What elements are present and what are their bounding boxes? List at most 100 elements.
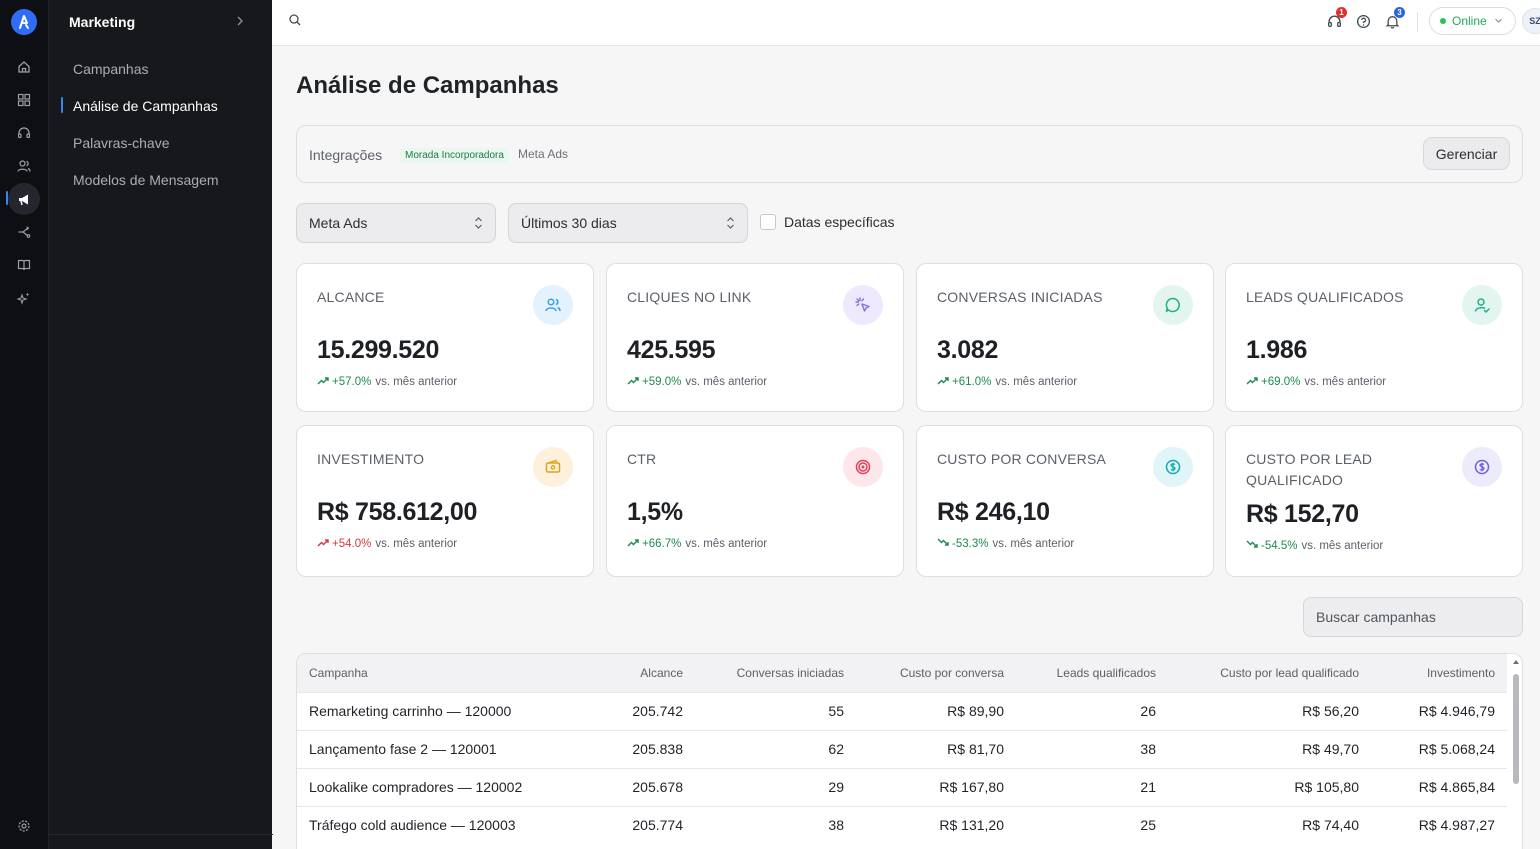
col-custo-por-conversa[interactable]: Custo por conversa [899,665,1004,680]
table-cell: 205.678 [547,767,695,806]
period-select-value: Últimos 30 dias [521,215,617,231]
chevron-down-icon [1494,14,1503,28]
users-icon[interactable] [14,156,34,176]
integrations-label: Integrações [309,147,383,163]
home-icon[interactable] [14,57,34,77]
headset-icon[interactable] [14,123,34,143]
table-cell: R$ 4.946,79 [1371,691,1507,730]
kpi-value: 15.299.520 [317,336,440,364]
specific-dates-checkbox[interactable] [760,214,776,230]
settings-icon[interactable] [14,816,34,836]
integrations-bar: Integrações Morada Incorporadora Meta Ad… [296,125,1523,183]
sidebar-item-palavras-chave[interactable]: Palavras-chave [73,135,170,151]
select-arrows-icon [726,216,735,233]
campaign-search-input[interactable]: Buscar campanhas [1303,597,1523,637]
kpi-card-ctr: CTR 1,5% +66.7% vs. mês anterior [606,425,904,577]
support-headset-icon[interactable]: 1 [1325,7,1347,30]
col-conversas-iniciadas[interactable]: Conversas iniciadas [736,665,844,680]
sidebar-item-analise-de-campanhas[interactable]: Análise de Campanhas [73,98,218,114]
table-cell: 26 [1016,691,1168,730]
status-dot-icon [1440,18,1446,24]
table-scrollbar[interactable] [1512,658,1520,849]
table-row[interactable]: Tráfego cold audience — 120003 205.774 38 R… [297,805,1507,844]
kpi-trend: +59.0% vs. mês anterior [627,376,767,388]
sidebar-item-modelos-de-mensagem[interactable]: Modelos de Mensagem [73,172,219,188]
kpi-comparison-label: vs. mês anterior [992,538,1075,550]
top-bar: 1 3 Online SZ [272,0,1540,46]
source-select[interactable]: Meta Ads [296,203,496,243]
table-row[interactable]: Lançamento fase 2 — 120001 205.838 62 R$ 81… [297,729,1507,768]
table-header-row: Campanha Alcance Conversas iniciadas Cus… [297,654,1507,692]
table-row[interactable]: Remarketing carrinho — 120000 205.742 55 R$… [297,691,1507,730]
flow-icon[interactable] [14,222,34,242]
integration-platform-label: Meta Ads [518,147,569,161]
kpi-change: +61.0% [952,376,992,388]
kpi-card-alcance: ALCANCE 15.299.520 +57.0% vs. mês anteri… [296,263,594,412]
period-select[interactable]: Últimos 30 dias [508,203,748,243]
search-icon[interactable] [288,13,302,32]
kpi-trend: -53.3% vs. mês anterior [937,538,1074,550]
rail-active-bar [6,191,8,205]
kpi-trend: +54.0% vs. mês anterior [317,538,457,550]
active-item-marker [61,97,63,113]
chevron-right-icon[interactable] [235,14,245,33]
table-cell: R$ 167,80 [856,767,1016,806]
kpi-title: ALCANCE [317,289,385,305]
users-icon [533,285,573,325]
kpi-card-cliques-no-link: CLIQUES NO LINK 425.595 +59.0% vs. mês a… [606,263,904,412]
table-cell: R$ 131,20 [856,805,1016,844]
help-icon[interactable] [1354,12,1372,30]
kpi-value: 1.986 [1246,336,1308,364]
table-cell: R$ 81,70 [856,729,1016,768]
sparkles-icon[interactable] [14,288,34,308]
icon-rail [0,0,48,849]
kpi-card-investimento: INVESTIMENTO R$ 758.612,00 +54.0% vs. mê… [296,425,594,577]
kpi-title: CTR [627,451,657,467]
col-leads-qualificados[interactable]: Leads qualificados [1056,665,1156,680]
kpi-title: CLIQUES NO LINK [627,289,752,305]
trend-up-icon [317,376,329,388]
manage-button[interactable]: Gerenciar [1423,137,1510,170]
table-cell: 29 [695,767,856,806]
table-row[interactable]: Lookalike compradores — 120002 205.678 29 R… [297,767,1507,806]
table-cell: Remarketing carrinho — 120000 [297,691,547,730]
kpi-comparison-label: vs. mês anterior [1301,540,1384,552]
bell-icon[interactable]: 3 [1383,7,1405,30]
book-icon[interactable] [14,255,34,275]
megaphone-icon[interactable] [14,189,34,209]
kpi-title: CONVERSAS INICIADAS [937,289,1103,305]
kpi-trend: +66.7% vs. mês anterior [627,538,767,550]
main-content: Análise de Campanhas Integrações Morada … [272,46,1540,849]
kpi-value: R$ 758.612,00 [317,498,478,526]
status-dropdown[interactable]: Online [1429,7,1516,35]
kpi-trend: +61.0% vs. mês anterior [937,376,1077,388]
kpi-trend: -54.5% vs. mês anterior [1246,540,1383,552]
user-avatar[interactable]: SZ [1522,8,1540,34]
kpi-change: +57.0% [332,376,372,388]
sidebar-item-campanhas[interactable]: Campanhas [73,61,149,77]
kpi-change: +59.0% [642,376,682,388]
app-logo-icon[interactable] [11,9,37,35]
dashboard-icon[interactable] [14,90,34,110]
section-sidebar: Marketing Campanhas Análise de Campanhas… [48,0,273,849]
select-arrows-icon [474,216,483,233]
specific-dates-label[interactable]: Datas específicas [784,214,895,230]
kpi-comparison-label: vs. mês anterior [375,376,458,388]
table-cell: R$ 105,80 [1168,767,1371,806]
table-cell: R$ 4.987,27 [1371,805,1507,844]
kpi-trend: +57.0% vs. mês anterior [317,376,457,388]
dollar-circle-icon [1462,447,1502,487]
trend-up-icon [317,538,329,550]
support-badge: 1 [1336,7,1347,18]
table-cell: 21 [1016,767,1168,806]
kpi-change: +69.0% [1261,376,1301,388]
table-cell: R$ 5.068,24 [1371,729,1507,768]
scrollbar-thumb[interactable] [1513,674,1519,784]
col-investimento[interactable]: Investimento [1426,665,1495,680]
table-cell: 38 [1016,729,1168,768]
col-custo-por-lead-qualificado[interactable]: Custo por lead qualificado [1220,665,1359,680]
kpi-value: R$ 152,70 [1246,500,1359,528]
kpi-trend: +69.0% vs. mês anterior [1246,376,1386,388]
col-campanha[interactable]: Campanha [309,665,368,680]
col-alcance[interactable]: Alcance [640,665,683,680]
